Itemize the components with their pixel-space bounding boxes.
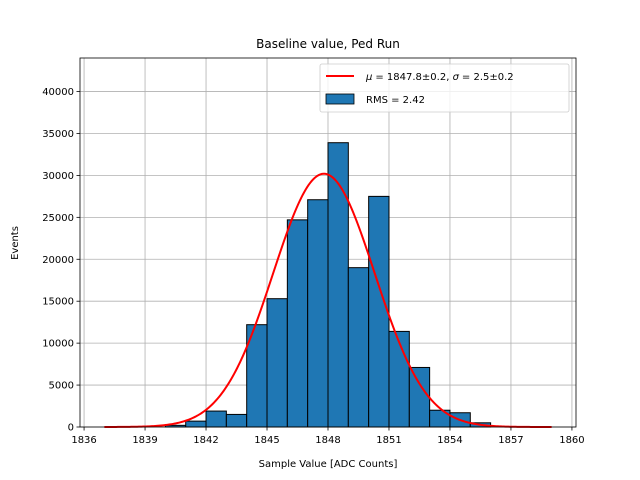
legend-hist-label: RMS = 2.42: [366, 95, 425, 106]
y-tick-label: 25000: [42, 213, 74, 224]
legend-hist-swatch: [325, 93, 355, 105]
legend-fit-sigma-text: = 2.5±0.2: [462, 72, 514, 83]
histogram-bar: [205, 410, 227, 428]
histogram-bar: [327, 142, 349, 428]
gaussian-fit-curve: [104, 172, 552, 428]
chart-title: Baseline value, Ped Run: [256, 37, 400, 51]
y-tick-label: 15000: [42, 297, 74, 308]
x-tick-label: 1851: [376, 435, 401, 446]
x-tick-label: 1839: [132, 435, 157, 446]
histogram-bar: [185, 420, 207, 428]
y-tick-label: 5000: [49, 381, 74, 392]
histogram-bars: [164, 142, 492, 428]
x-tick-label: 1857: [498, 435, 523, 446]
legend-box: [319, 63, 570, 113]
y-tick-label: 30000: [42, 171, 74, 182]
histogram-bar: [225, 413, 248, 428]
axis-ticks: 1836 1839 1842 1845 1848 1851 1854 1857 1860 0 500…: [42, 87, 584, 446]
legend-fit-label: μ = 1847.8±0.2, σ = 2.5±0.2: [365, 72, 514, 83]
histogram-bar: [347, 267, 370, 428]
x-tick-label: 1848: [315, 435, 340, 446]
x-tick-label: 1836: [71, 435, 96, 446]
histogram-bar: [307, 199, 329, 428]
x-tick-label: 1842: [193, 435, 218, 446]
sigma-symbol: σ: [453, 72, 460, 83]
y-tick-label: 40000: [42, 87, 74, 98]
histogram-bar: [266, 298, 288, 428]
histogram-bar: [368, 195, 390, 428]
y-axis-label: Events: [10, 226, 21, 260]
fit-curve-layer: [104, 172, 552, 428]
x-tick-label: 1845: [254, 435, 279, 446]
y-tick-label: 10000: [42, 339, 74, 350]
histogram-bar: [408, 366, 431, 428]
x-tick-label: 1860: [559, 435, 584, 446]
mu-symbol: μ: [365, 72, 372, 83]
y-tick-label: 35000: [42, 129, 74, 140]
y-tick-label: 20000: [42, 255, 74, 266]
legend: μ = 1847.8±0.2, σ = 2.5±0.2 RMS = 2.42: [319, 63, 570, 113]
legend-fit-mu-text: = 1847.8±0.2,: [375, 72, 452, 83]
x-tick-label: 1854: [437, 435, 462, 446]
x-axis-label: Sample Value [ADC Counts]: [259, 459, 398, 470]
histogram-bar: [388, 330, 410, 428]
histogram-bar: [286, 219, 309, 428]
y-tick-label: 0: [68, 423, 74, 434]
